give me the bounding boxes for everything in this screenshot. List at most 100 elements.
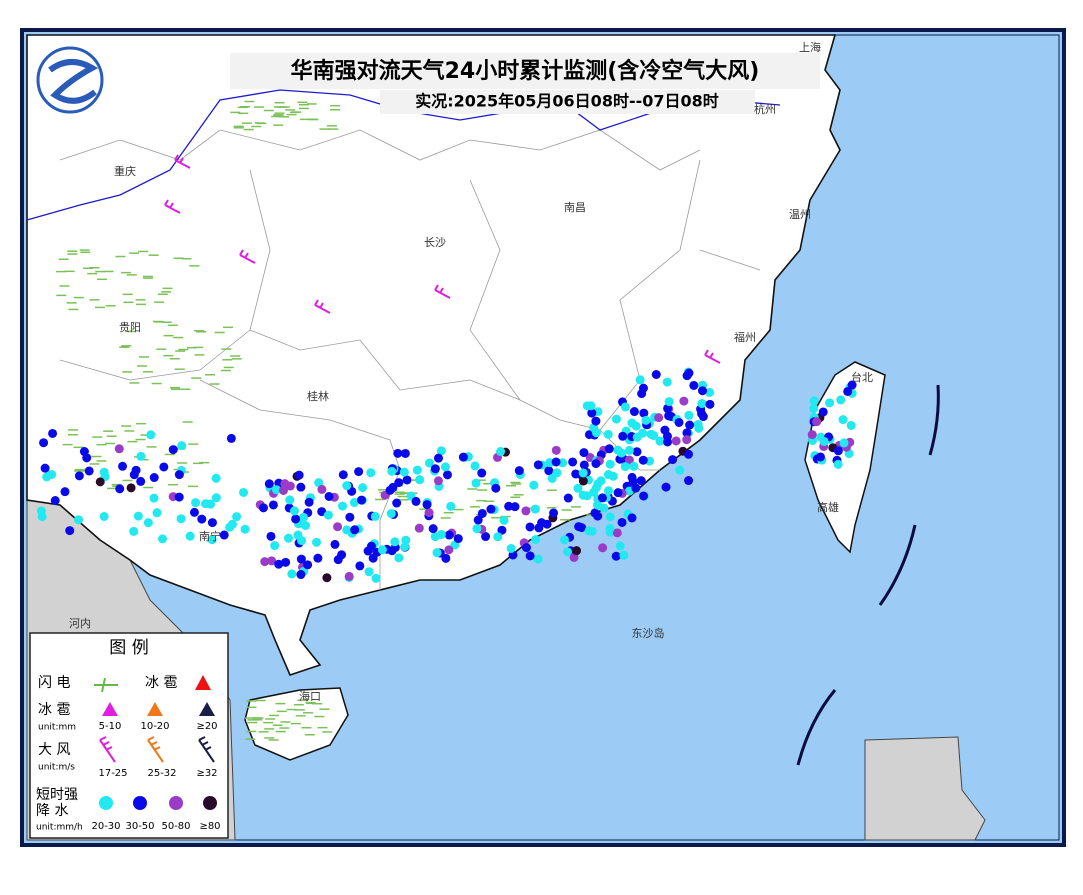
rain-icon bbox=[169, 796, 183, 810]
rain-dot bbox=[126, 483, 136, 493]
rain-dot bbox=[74, 515, 84, 525]
rain-dot bbox=[638, 455, 648, 465]
rain-dot bbox=[499, 515, 509, 525]
rain-dot bbox=[839, 438, 849, 448]
rain-dot bbox=[627, 513, 637, 523]
hail-icon bbox=[195, 675, 211, 690]
rain-dot bbox=[582, 491, 592, 501]
rain-dot bbox=[671, 436, 681, 446]
rain-dot bbox=[663, 403, 673, 413]
rain-dot bbox=[133, 511, 143, 521]
rain-dot bbox=[294, 470, 304, 480]
border bbox=[199, 379, 401, 590]
rain-dot bbox=[129, 526, 139, 536]
legend-unit: unit:m/s bbox=[38, 763, 75, 773]
rain-dot bbox=[631, 483, 641, 493]
rain-dot bbox=[477, 508, 487, 518]
rain-dot bbox=[313, 553, 323, 563]
rain-dot bbox=[206, 499, 216, 509]
rain-dot bbox=[342, 481, 352, 491]
rain-dot bbox=[333, 555, 343, 565]
rain-icon bbox=[203, 796, 217, 810]
rain-dot bbox=[370, 511, 380, 521]
philippines bbox=[864, 736, 986, 841]
rain-dot bbox=[260, 557, 270, 567]
rain-dot bbox=[568, 457, 578, 467]
rain-dot bbox=[211, 493, 221, 503]
rain-dot bbox=[639, 408, 649, 418]
rain-dot bbox=[521, 543, 531, 553]
rain-dot bbox=[432, 548, 442, 558]
symbols bbox=[36, 100, 857, 741]
rain-dot bbox=[847, 380, 857, 390]
border bbox=[699, 249, 761, 271]
legend-class: 50-80 bbox=[161, 821, 190, 832]
rain-dot bbox=[270, 541, 280, 551]
rain-dot bbox=[271, 485, 281, 495]
border bbox=[59, 129, 701, 171]
rain-dot bbox=[168, 445, 178, 455]
rain-dot bbox=[563, 493, 573, 503]
rain-dot bbox=[624, 445, 634, 455]
rain-dot bbox=[296, 554, 306, 564]
rain-dot bbox=[330, 539, 340, 549]
rain-dot bbox=[551, 445, 561, 455]
rain-dot bbox=[697, 399, 707, 409]
rain-dot bbox=[298, 512, 308, 522]
rain-dot bbox=[662, 431, 672, 441]
rain-dot bbox=[425, 458, 435, 468]
rain-dot bbox=[349, 498, 359, 508]
rain-dot bbox=[679, 396, 689, 406]
rain-dot bbox=[368, 553, 378, 563]
rain-dot bbox=[525, 551, 535, 561]
rain-dot bbox=[809, 404, 819, 414]
legend-label: 冰 雹 bbox=[145, 675, 177, 691]
rain-dot bbox=[152, 508, 162, 518]
rain-dot bbox=[441, 553, 451, 563]
rain-dot bbox=[371, 573, 381, 583]
rain-dot bbox=[207, 535, 217, 545]
rain-dot bbox=[446, 501, 456, 511]
rain-dot bbox=[604, 444, 614, 454]
wind-icon bbox=[147, 736, 164, 763]
rain-dot bbox=[611, 551, 621, 561]
rain-dot bbox=[668, 455, 678, 465]
rain-dot bbox=[603, 429, 613, 439]
border bbox=[249, 169, 521, 401]
legend-unit: unit:mm/h bbox=[36, 823, 83, 833]
rain-dot bbox=[115, 484, 125, 494]
rain-dot bbox=[392, 498, 402, 508]
rain-dot bbox=[531, 535, 541, 545]
rain-dot bbox=[646, 429, 656, 439]
rain-dot bbox=[473, 515, 483, 525]
rain-dot bbox=[549, 508, 559, 518]
rain-dot bbox=[291, 514, 301, 524]
rain-dot bbox=[598, 543, 608, 553]
wind-barb bbox=[704, 349, 721, 364]
rain-dot bbox=[579, 460, 589, 470]
legend: 图 例 闪 电 冰 雹 冰 雹 unit:mm 5-10 10-20 ≥20 大… bbox=[29, 632, 229, 839]
title: 华南强对流天气24小时累计监测(含冷空气大风) bbox=[291, 58, 760, 84]
rain-dot bbox=[303, 560, 313, 570]
rain-dot bbox=[599, 503, 609, 513]
rain-dot bbox=[239, 487, 249, 497]
rain-dot bbox=[627, 418, 637, 428]
place-label: 南昌 bbox=[564, 201, 586, 214]
rain-dot bbox=[525, 522, 535, 532]
wind-barb bbox=[164, 199, 181, 214]
rain-icon bbox=[133, 796, 147, 810]
rain-dot bbox=[620, 402, 630, 412]
subtitle-bg bbox=[380, 90, 755, 114]
rain-dot bbox=[393, 448, 403, 458]
place-label: 贵阳 bbox=[119, 321, 141, 334]
rain-dot bbox=[809, 396, 819, 406]
legend-class: ≥80 bbox=[199, 821, 220, 832]
rain-dot bbox=[278, 485, 288, 495]
rain-dot bbox=[312, 537, 322, 547]
place-label: 海口 bbox=[299, 689, 321, 703]
rain-dot bbox=[472, 524, 482, 534]
rain-dot bbox=[836, 395, 846, 405]
rain-dot bbox=[807, 430, 817, 440]
rain-dot bbox=[48, 428, 58, 438]
rain-dot bbox=[65, 526, 75, 536]
